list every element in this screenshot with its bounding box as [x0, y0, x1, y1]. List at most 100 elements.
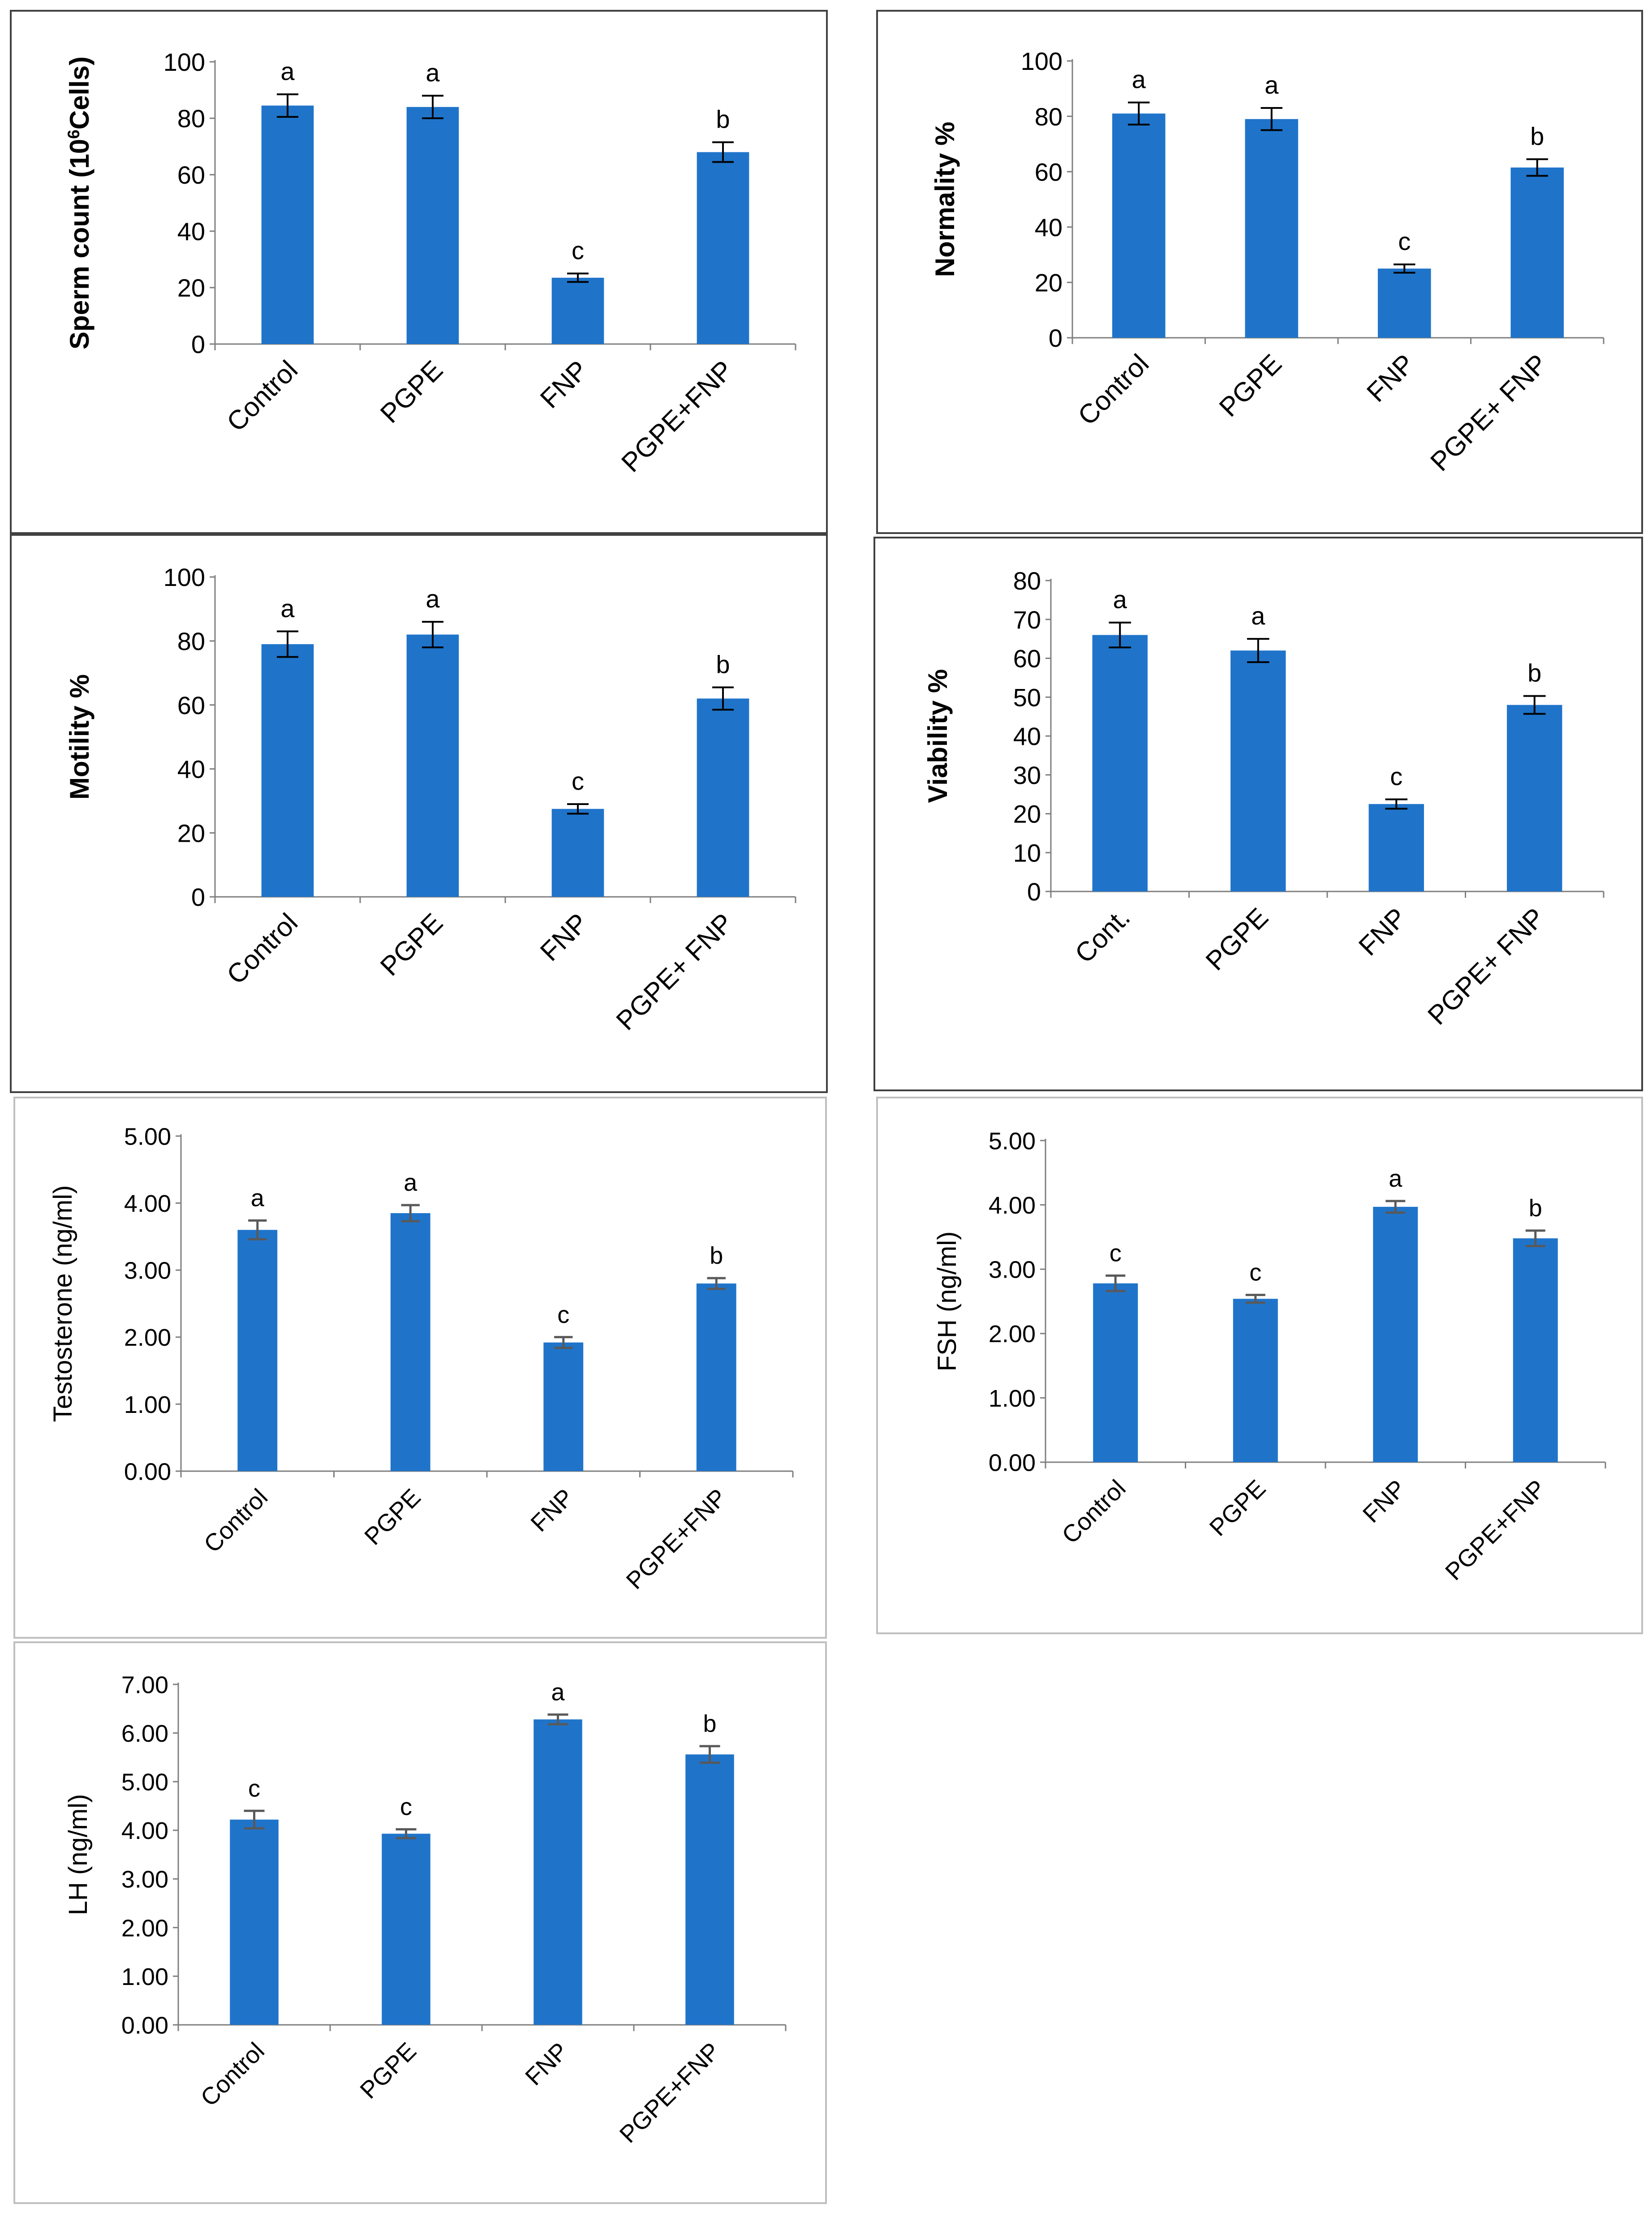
- error-bar: [277, 93, 298, 118]
- significance-letter: a: [426, 585, 440, 613]
- significance-letter: b: [1530, 122, 1544, 150]
- bar-control: [1093, 1283, 1138, 1462]
- significance-letter: a: [1113, 586, 1127, 614]
- error-bar: [248, 1219, 267, 1240]
- chart-sperm-count: 0 20 40 60 80 100 a Control a PGPE c FNP b PGPE+FNP Sp…: [64, 48, 796, 478]
- y-tick-label: 2.00: [989, 1321, 1036, 1348]
- y-tick-label: 0: [191, 330, 205, 358]
- significance-letter: c: [1249, 1259, 1261, 1286]
- category-label: PGPE: [359, 1484, 426, 1550]
- error-bar: [1247, 638, 1269, 663]
- panel-viability: 0 10 20 30 40 50 60 70 80 a Cont. a PGPE c FNP b PGPE+ F…: [873, 537, 1643, 1091]
- error-bar: [699, 1745, 720, 1764]
- significance-letter: a: [280, 57, 295, 85]
- y-tick-label: 40: [177, 755, 205, 784]
- significance-letter: c: [557, 1301, 569, 1328]
- y-tick-label: 2.00: [121, 1915, 168, 1942]
- y-axis-title: Motility %: [65, 674, 95, 800]
- y-tick-label: 4.00: [124, 1190, 171, 1217]
- error-bar: [396, 1828, 417, 1839]
- y-tick-label: 1.00: [121, 1963, 168, 1990]
- bar-pgpe-fnp: [696, 1283, 736, 1471]
- category-label: PGPE+ FNP: [1422, 902, 1550, 1031]
- bar-pgpe: [390, 1213, 430, 1471]
- category-label: FNP: [525, 1484, 579, 1537]
- significance-letter: c: [1390, 762, 1402, 790]
- error-bar: [1128, 101, 1150, 126]
- y-axis-title: Viability %: [923, 669, 953, 803]
- panel-lh: 0.00 1.00 2.00 3.00 4.00 5.00 6.00 7.00 c Control…: [13, 1641, 827, 2204]
- category-label: PGPE: [1200, 902, 1274, 976]
- y-tick-label: 0.00: [124, 1458, 171, 1485]
- category-label: FNP: [520, 2037, 573, 2091]
- error-bar: [1261, 107, 1282, 131]
- category-label: FNP: [1361, 349, 1420, 408]
- bar-fnp: [1373, 1206, 1418, 1462]
- bar-fnp: [543, 1342, 584, 1471]
- significance-letter: a: [251, 1184, 265, 1211]
- significance-letter: c: [1398, 227, 1411, 255]
- y-tick-label: 7.00: [121, 1671, 168, 1698]
- y-tick-label: 40: [1013, 722, 1041, 750]
- y-tick-label: 60: [1035, 158, 1063, 186]
- chart-viability: 0 10 20 30 40 50 60 70 80 a Cont. a PGPE c FNP b PGPE+ F…: [923, 567, 1605, 1031]
- panel-sperm-count: 0 20 40 60 80 100 a Control a PGPE c FNP b PGPE+FNP Sp…: [10, 10, 828, 534]
- category-label: Cont.: [1069, 902, 1136, 969]
- y-tick-label: 60: [1013, 645, 1041, 673]
- y-tick-label: 100: [1021, 47, 1063, 75]
- y-tick-label: 100: [163, 48, 205, 76]
- bar-control: [261, 105, 314, 344]
- chart-motility: 0 20 40 60 80 100 a Control a PGPE c FNP b PGPE+ FNP M…: [65, 563, 796, 1036]
- category-label: PGPE+ FNP: [1424, 349, 1553, 477]
- error-bar: [1106, 1274, 1126, 1292]
- significance-letter: a: [426, 59, 440, 87]
- category-label: Control: [1072, 349, 1154, 431]
- y-tick-label: 5.00: [989, 1128, 1036, 1154]
- y-tick-label: 20: [1013, 800, 1041, 828]
- significance-letter: b: [1529, 1195, 1542, 1222]
- chart-fsh: 0.00 1.00 2.00 3.00 4.00 5.00 c Control c PGPE a FN…: [933, 1128, 1606, 1585]
- y-tick-label: 40: [1035, 213, 1063, 241]
- y-axis-title: Testosterone (ng/ml): [48, 1185, 77, 1422]
- significance-letter: a: [1132, 65, 1146, 94]
- y-tick-label: 60: [177, 691, 205, 719]
- bar-control: [1112, 113, 1166, 338]
- panel-motility: 0 20 40 60 80 100 a Control a PGPE c FNP b PGPE+ FNP M…: [10, 534, 828, 1093]
- y-tick-label: 20: [177, 274, 205, 302]
- category-label: Control: [221, 355, 303, 437]
- y-axis-title: Normality %: [930, 122, 960, 277]
- error-bar: [1526, 158, 1548, 177]
- y-tick-label: 0.00: [121, 2012, 168, 2039]
- significance-letter: a: [1265, 71, 1279, 99]
- bar-fnp: [551, 809, 604, 897]
- y-tick-label: 80: [1013, 567, 1041, 595]
- category-label: PGPE: [374, 908, 448, 982]
- bar-pgpe-fnp: [697, 698, 749, 897]
- y-tick-label: 80: [177, 627, 205, 655]
- y-tick-label: 20: [177, 819, 205, 847]
- significance-letter: c: [572, 767, 584, 795]
- significance-letter: a: [280, 594, 295, 622]
- bar-pgpe: [406, 107, 459, 344]
- significance-letter: a: [1389, 1165, 1402, 1192]
- error-bar: [567, 272, 589, 283]
- category-label: FNP: [534, 908, 594, 967]
- y-tick-label: 0: [191, 883, 205, 911]
- error-bar: [1523, 695, 1546, 715]
- category-label: PGPE: [1213, 349, 1287, 422]
- y-tick-label: 80: [1035, 103, 1063, 131]
- category-label: PGPE: [374, 355, 448, 429]
- y-tick-label: 0: [1049, 324, 1063, 352]
- error-bar: [1109, 621, 1131, 649]
- bar-pgpe: [406, 634, 459, 897]
- significance-letter: c: [400, 1794, 412, 1821]
- y-tick-label: 0.00: [989, 1449, 1036, 1476]
- error-bar: [277, 630, 298, 658]
- category-label: FNP: [1358, 1475, 1411, 1528]
- panel-normality: 0 20 40 60 80 100 a Control a PGPE c FNP b PGPE+ FNP N…: [876, 10, 1643, 534]
- error-bar: [712, 686, 734, 711]
- significance-letter: c: [248, 1775, 260, 1802]
- bar-fnp: [551, 277, 604, 344]
- panel-testosterone: 0.00 1.00 2.00 3.00 4.00 5.00 a Control a PGPE c FN…: [13, 1097, 827, 1639]
- y-tick-label: 40: [177, 217, 205, 245]
